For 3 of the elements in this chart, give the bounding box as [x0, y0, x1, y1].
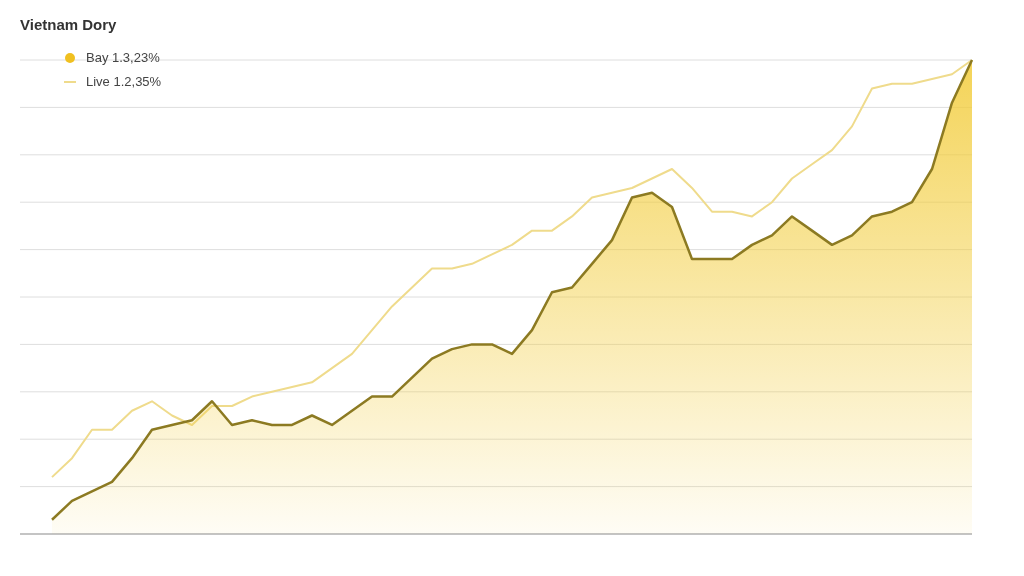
legend-label: Live 1.2,35% [86, 74, 162, 89]
chart-title: Vietnam Dory [20, 16, 118, 33]
legend-label: Bay 1.3,23% [86, 50, 161, 65]
